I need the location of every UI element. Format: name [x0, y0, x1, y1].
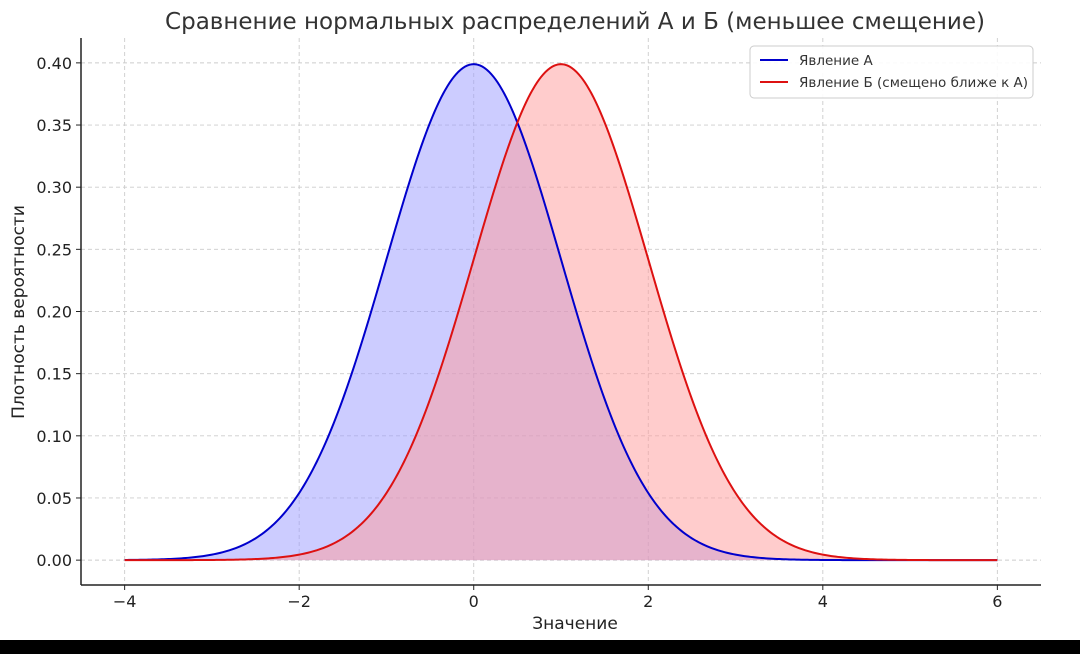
chart-title: Сравнение нормальных распределений А и Б… [165, 9, 985, 35]
x-tick-label: 2 [643, 592, 653, 611]
y-tick-label: 0.25 [36, 240, 72, 259]
y-tick-label: 0.40 [36, 54, 72, 73]
series-line-2 [124, 63, 998, 562]
x-tick-label: −2 [287, 592, 311, 611]
y-tick-label: 0.30 [36, 178, 72, 197]
series-fills [124, 64, 998, 561]
x-tick-label: 6 [992, 592, 1002, 611]
legend-label-1: Явление А [799, 53, 873, 69]
y-tick-label: 0.20 [36, 303, 72, 322]
y-tick-label: 0.15 [36, 365, 72, 384]
legend-box [749, 45, 1034, 99]
series-line-1 [124, 63, 998, 562]
x-tick-label: −4 [113, 592, 137, 611]
y-tick-label: 0.35 [36, 116, 72, 135]
y-axis-ticks: 0.00 0.05 0.10 0.15 0.20 0.25 0.30 0.35 0.40 [36, 54, 81, 570]
series-lines [124, 63, 998, 562]
x-axis-ticks: −4 −2 0 2 4 6 [113, 585, 1002, 611]
x-axis-title: Значение [532, 614, 618, 634]
chart: Сравнение нормальных распределений А и Б… [9, 9, 1041, 634]
bottom-bar [0, 640, 1080, 654]
y-tick-label: 0.10 [36, 427, 72, 446]
legend-label-2: Явление Б (смещено ближе к А) [799, 75, 1028, 91]
x-tick-label: 4 [818, 592, 828, 611]
y-tick-label: 0.00 [36, 551, 72, 570]
legend: Явление А Явление Б (смещено ближе к А) [749, 45, 1034, 99]
y-axis-title: Плотность вероятности [9, 205, 29, 419]
x-tick-label: 0 [469, 592, 479, 611]
series-fill-2 [124, 64, 998, 561]
y-tick-label: 0.05 [36, 489, 72, 508]
